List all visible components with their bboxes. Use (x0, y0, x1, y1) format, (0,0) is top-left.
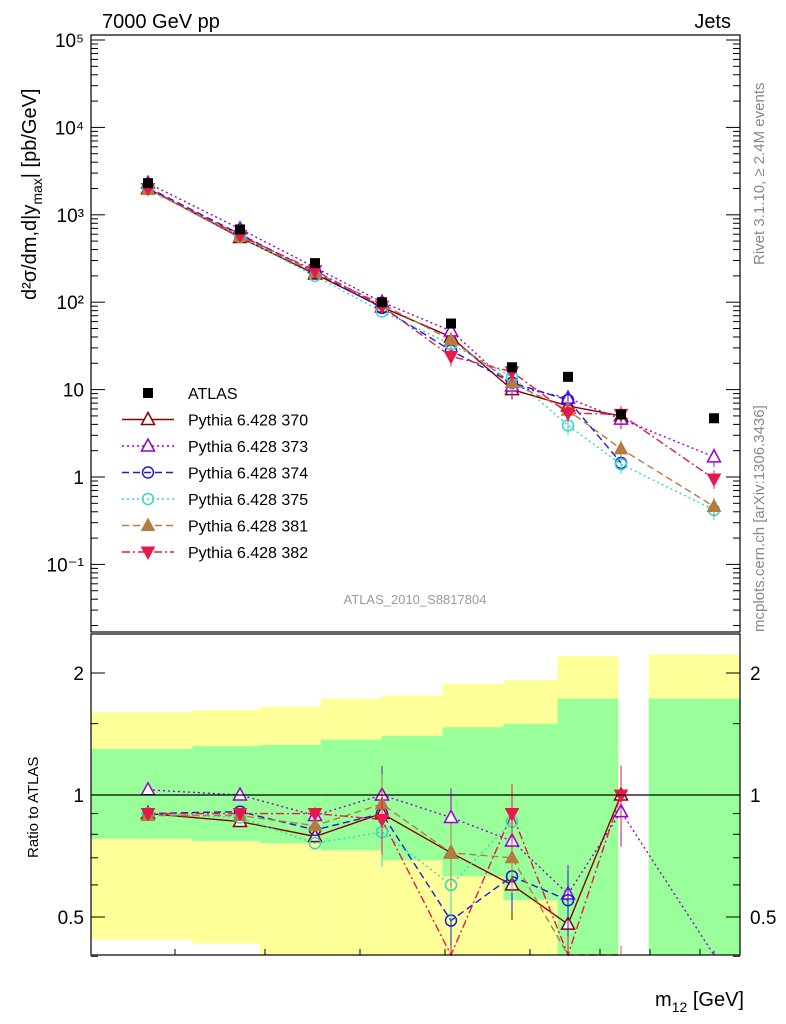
ratio-uncertainty-bands (91, 654, 740, 955)
legend-marker-series-2 (141, 466, 155, 479)
ratio-point-series-5 (140, 808, 156, 822)
green-band-9 (648, 698, 707, 955)
main-point-series-4 (443, 331, 459, 346)
atlas-data-point (507, 362, 517, 373)
ratio-point-series-4 (443, 844, 459, 859)
main-y-tick-label: 10⁻¹ (47, 555, 85, 576)
ratio-point-series-5 (307, 808, 323, 822)
x-label-unit: [GeV] (687, 989, 744, 1011)
green-band-7 (557, 698, 619, 955)
ratio-point-series-4 (504, 849, 520, 864)
legend-label-series-0: Pythia 6.428 370 (188, 413, 308, 430)
main-series-lines (147, 182, 715, 511)
legend-label-series-2: Pythia 6.428 374 (188, 466, 308, 483)
main-y-tick-label: 10³ (57, 206, 84, 227)
main-y-tick-label: 1 (73, 468, 84, 489)
atlas-data-point (446, 318, 456, 329)
ratio-point-series-4 (307, 817, 323, 832)
legend: ATLAS Pythia 6.428 370 Pythia 6.428 373 Pyt… (122, 386, 308, 562)
ratio-point-series-1 (232, 786, 248, 801)
header-left: 7000 GeV pp (102, 11, 220, 33)
ratio-y-tick-label-right: 1 (750, 786, 761, 807)
green-band-1 (192, 746, 261, 842)
legend-marker-atlas (143, 388, 153, 398)
main-point-series-5 (706, 473, 722, 487)
main-point-series-1 (706, 448, 722, 463)
legend-label-atlas: ATLAS (188, 386, 238, 403)
main-y-tick-label: 10⁵ (55, 31, 84, 52)
ratio-line-series-4 (148, 803, 621, 956)
main-y-label-text: d²σ/dm,d|y (19, 205, 41, 300)
main-y-label-tail: | [pb/GeV] (19, 89, 41, 179)
atlas-data-point (377, 297, 387, 308)
legend-label-series-5: Pythia 6.428 382 (188, 545, 308, 562)
ratio-y-tick-label-left: 2 (73, 664, 84, 685)
ratio-point-series-3 (308, 837, 322, 850)
ratio-point-series-5 (504, 808, 520, 822)
main-line-series-4 (147, 188, 715, 508)
main-line-series-1 (147, 182, 715, 458)
main-point-series-4 (706, 498, 722, 512)
ratio-point-series-1 (443, 808, 459, 824)
ratio-line-series-0 (147, 794, 622, 926)
x-label-sub: 12 (672, 999, 688, 1015)
main-y-label-sub: max (29, 178, 45, 204)
atlas-data-point (616, 409, 626, 420)
main-point-series-5 (443, 350, 459, 365)
legend-label-series-4: Pythia 6.428 381 (188, 519, 308, 536)
legend-marker-series-3 (141, 492, 155, 506)
analysis-id-label: ATLAS_2010_S8817804 (344, 592, 487, 607)
main-point-series-5 (560, 407, 576, 422)
atlas-data-point (709, 413, 719, 424)
mcplots-label: mcplots.cern.ch [arXiv:1306.3436] (751, 405, 768, 632)
atlas-data-point (310, 258, 320, 269)
legend-marker-series-1 (140, 437, 156, 452)
ratio-point-series-5 (374, 814, 390, 828)
ratio-point-series-5 (613, 789, 629, 804)
main-y-ticks: 10⁻¹ 1 10 10² 10³ 10⁴ 10⁵ (47, 31, 740, 626)
ratio-y-tick-label-left: 1 (73, 786, 84, 807)
main-series-markers (140, 174, 722, 520)
rivet-label: Rivet 3.1.10, ≥ 2.4M events (751, 83, 768, 266)
main-point-series-4 (613, 440, 629, 455)
legend-marker-series-5 (140, 546, 156, 561)
main-y-tick-label: 10 (63, 381, 84, 402)
ratio-y-tick-label-right: 2 (750, 664, 761, 685)
header-right: Jets (694, 11, 731, 33)
ratio-point-series-2 (561, 893, 575, 907)
legend-marker-series-0 (140, 410, 156, 426)
ratio-point-series-5 (232, 808, 248, 822)
main-y-tick-label: 10² (57, 293, 84, 314)
ratio-line-series-5 (148, 794, 622, 958)
x-axis-label: m12 [GeV] (655, 989, 744, 1015)
atlas-data-point (235, 224, 245, 235)
main-plot-frame (90, 34, 741, 633)
main-y-tick-label: 10⁴ (55, 118, 84, 139)
ratio-y-ticks: 0.5 0.5 1 1 2 2 (58, 664, 776, 957)
legend-marker-series-4 (140, 517, 156, 531)
ratio-y-tick-label-right: 0.5 (750, 908, 776, 929)
ratio-y-tick-label-left: 0.5 (58, 908, 84, 929)
main-line-series-3 (147, 187, 715, 511)
green-band-10 (706, 698, 740, 955)
x-label-text: m (655, 989, 672, 1011)
main-line-series-2 (147, 186, 622, 464)
atlas-data-point (563, 371, 573, 382)
green-band-4 (381, 735, 443, 861)
ratio-y-axis-label: Ratio to ATLAS (25, 757, 42, 858)
ratio-line-series-1 (147, 789, 715, 956)
legend-label-series-3: Pythia 6.428 375 (188, 492, 308, 509)
legend-label-series-1: Pythia 6.428 373 (188, 439, 308, 456)
atlas-data-point (143, 178, 153, 189)
main-y-axis-label: d²σ/dm,d|ymax| [pb/GeV] (19, 89, 45, 300)
ratio-line-series-3 (147, 812, 513, 886)
